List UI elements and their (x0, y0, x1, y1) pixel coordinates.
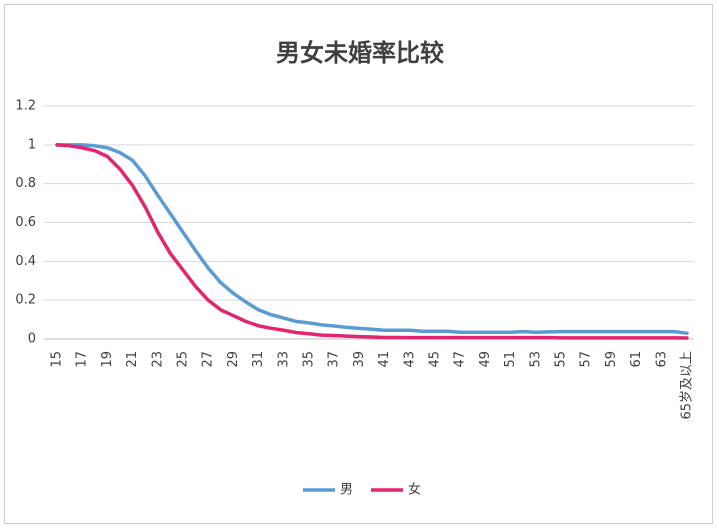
x-tick-label: 41 (377, 351, 392, 368)
x-tick-label: 19 (100, 351, 115, 368)
x-tick-label: 47 (453, 351, 468, 368)
legend-label: 女 (408, 482, 421, 498)
y-tick-label: 0.8 (15, 176, 36, 191)
x-tick-label: 25 (176, 351, 191, 368)
y-tick-label: 1.2 (15, 99, 36, 114)
y-tick-label: 0 (28, 332, 36, 347)
y-tick-label: 1 (28, 137, 36, 152)
x-tick-label: 21 (125, 351, 140, 368)
legend-label: 男 (340, 483, 353, 498)
x-tick-label: 55 (554, 351, 569, 368)
x-tick-label: 31 (251, 351, 266, 368)
series-line (55, 143, 689, 340)
y-tick-label: 0.4 (15, 254, 36, 269)
chart-title: 男女未婚率比较 (276, 39, 444, 67)
x-tick-label: 35 (302, 351, 317, 368)
x-tick-label: 27 (201, 351, 216, 368)
x-tick-label: 43 (402, 351, 417, 368)
x-tick-label: 33 (276, 351, 291, 368)
series-line (55, 143, 689, 335)
x-tick-label: 23 (150, 351, 165, 368)
x-tick-label: 45 (428, 351, 443, 368)
x-tick-label: 59 (604, 351, 619, 368)
y-tick-label: 0.6 (15, 215, 36, 230)
x-tick-label: 57 (579, 351, 594, 368)
x-tick-label: 49 (478, 351, 493, 368)
y-tick-label: 0.2 (15, 293, 36, 308)
x-tick-label: 51 (503, 351, 518, 368)
x-tick-label: 63 (654, 351, 669, 368)
x-tick-label: 15 (50, 351, 65, 368)
x-tick-label: 53 (528, 351, 543, 368)
x-tick-label: 61 (629, 351, 644, 368)
x-tick-label: 29 (226, 351, 241, 368)
x-tick-label: 17 (75, 351, 90, 368)
x-tick-label: 65岁及以上 (680, 351, 695, 420)
chart-border (4, 4, 713, 524)
x-tick-label: 39 (352, 351, 367, 368)
x-tick-label: 37 (327, 351, 342, 368)
